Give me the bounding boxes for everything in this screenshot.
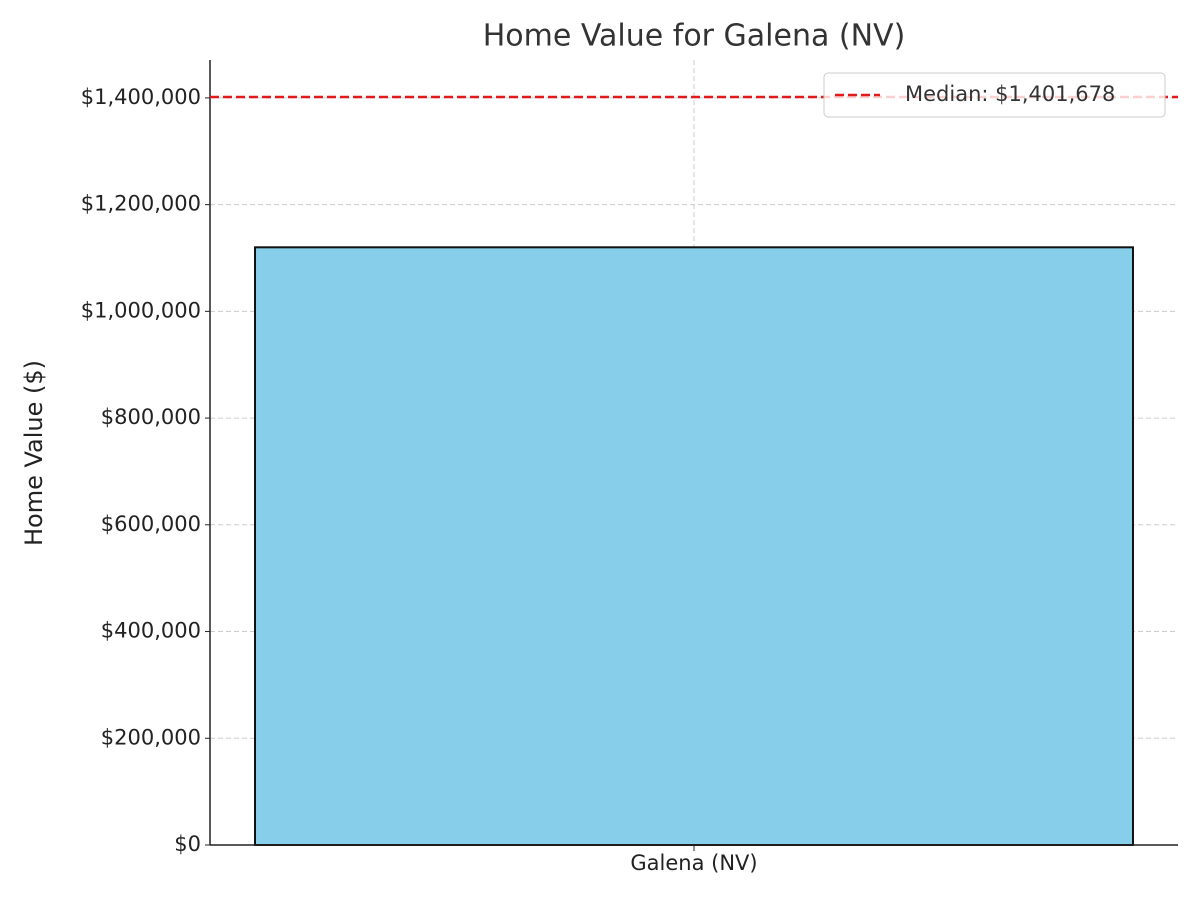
y-axis-label: Home Value ($): [20, 360, 48, 546]
legend-box: [823, 72, 1166, 118]
bar: [254, 246, 1134, 847]
y-tick-label: $1,000,000: [81, 298, 201, 322]
y-tick-label: $400,000: [101, 619, 201, 643]
legend-label: Median: $1,401,678: [905, 82, 1115, 106]
chart-title: Home Value for Galena (NV): [483, 19, 906, 54]
y-tick-label: $200,000: [101, 725, 201, 749]
x-tick-label: Galena (NV): [630, 851, 757, 875]
y-tick-label: $800,000: [101, 405, 201, 429]
y-tick-label: $1,400,000: [81, 85, 201, 109]
y-tick-label: $0: [174, 832, 201, 856]
y-tick-label: $600,000: [101, 512, 201, 536]
y-tick-label: $1,200,000: [81, 192, 201, 216]
